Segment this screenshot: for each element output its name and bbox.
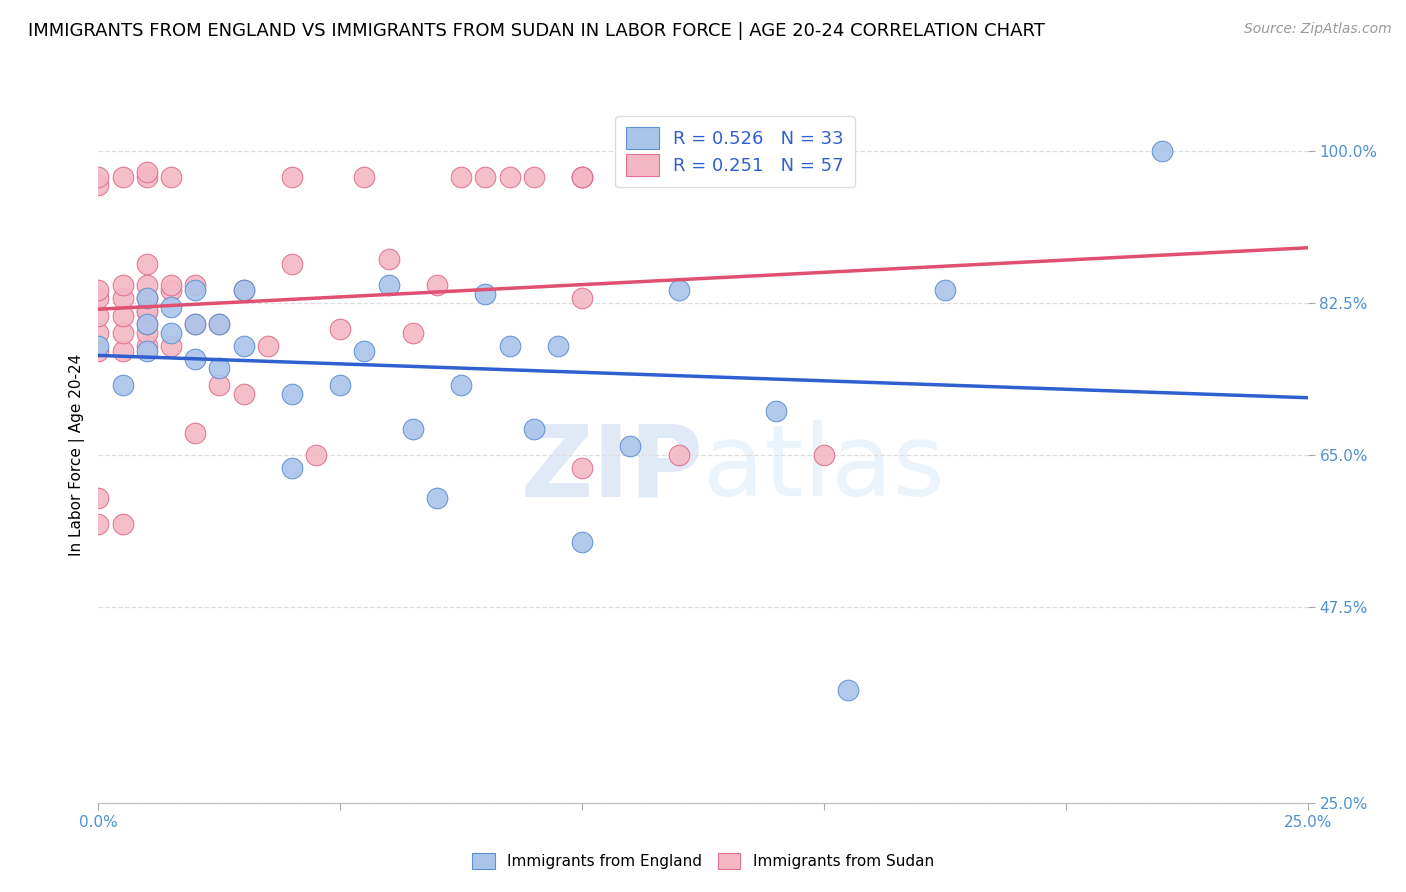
Point: [184, 283, 207, 297]
Point: [619, 439, 641, 453]
Point: [111, 326, 134, 340]
Point: [353, 169, 375, 184]
Point: [813, 448, 835, 462]
Point: [160, 169, 183, 184]
Point: [668, 283, 690, 297]
Point: [160, 300, 183, 314]
Point: [353, 343, 375, 358]
Point: [135, 339, 157, 353]
Point: [281, 387, 304, 401]
Point: [571, 169, 593, 184]
Point: [450, 169, 472, 184]
Text: Source: ZipAtlas.com: Source: ZipAtlas.com: [1244, 22, 1392, 37]
Point: [160, 283, 183, 297]
Point: [87, 283, 110, 297]
Point: [135, 291, 157, 305]
Point: [135, 304, 157, 318]
Point: [135, 326, 157, 340]
Point: [87, 343, 110, 358]
Point: [668, 448, 690, 462]
Text: ZIP: ZIP: [520, 420, 703, 517]
Point: [523, 169, 546, 184]
Point: [281, 169, 304, 184]
Point: [111, 169, 134, 184]
Point: [402, 422, 425, 436]
Point: [934, 283, 956, 297]
Point: [135, 291, 157, 305]
Point: [450, 378, 472, 392]
Point: [281, 461, 304, 475]
Point: [160, 326, 183, 340]
Point: [87, 169, 110, 184]
Point: [1152, 144, 1174, 158]
Point: [87, 309, 110, 323]
Point: [135, 257, 157, 271]
Point: [256, 339, 278, 353]
Point: [135, 318, 157, 332]
Point: [329, 322, 352, 336]
Point: [184, 278, 207, 293]
Point: [765, 404, 787, 418]
Point: [111, 309, 134, 323]
Y-axis label: In Labor Force | Age 20-24: In Labor Force | Age 20-24: [69, 354, 84, 556]
Point: [87, 517, 110, 532]
Point: [184, 318, 207, 332]
Point: [377, 252, 399, 267]
Point: [571, 169, 593, 184]
Point: [208, 318, 231, 332]
Point: [160, 278, 183, 293]
Point: [135, 304, 157, 318]
Point: [135, 318, 157, 332]
Text: IMMIGRANTS FROM ENGLAND VS IMMIGRANTS FROM SUDAN IN LABOR FORCE | AGE 20-24 CORR: IMMIGRANTS FROM ENGLAND VS IMMIGRANTS FR…: [28, 22, 1045, 40]
Point: [160, 339, 183, 353]
Text: atlas: atlas: [703, 420, 945, 517]
Point: [111, 291, 134, 305]
Point: [87, 326, 110, 340]
Point: [184, 352, 207, 367]
Point: [87, 491, 110, 506]
Point: [547, 339, 569, 353]
Point: [135, 343, 157, 358]
Point: [111, 378, 134, 392]
Point: [111, 278, 134, 293]
Point: [571, 169, 593, 184]
Point: [232, 387, 254, 401]
Legend: Immigrants from England, Immigrants from Sudan: Immigrants from England, Immigrants from…: [465, 847, 941, 875]
Point: [281, 257, 304, 271]
Point: [474, 169, 496, 184]
Point: [135, 278, 157, 293]
Point: [184, 426, 207, 441]
Point: [474, 287, 496, 301]
Point: [402, 326, 425, 340]
Point: [208, 360, 231, 375]
Point: [232, 283, 254, 297]
Point: [305, 448, 328, 462]
Point: [208, 318, 231, 332]
Point: [87, 339, 110, 353]
Point: [377, 278, 399, 293]
Point: [111, 517, 134, 532]
Point: [329, 378, 352, 392]
Point: [498, 169, 520, 184]
Point: [135, 165, 157, 179]
Point: [498, 339, 520, 353]
Point: [135, 169, 157, 184]
Point: [232, 339, 254, 353]
Point: [426, 278, 449, 293]
Point: [426, 491, 449, 506]
Point: [571, 291, 593, 305]
Point: [571, 534, 593, 549]
Point: [523, 422, 546, 436]
Point: [837, 682, 859, 697]
Point: [111, 343, 134, 358]
Point: [232, 283, 254, 297]
Point: [184, 318, 207, 332]
Legend: R = 0.526   N = 33, R = 0.251   N = 57: R = 0.526 N = 33, R = 0.251 N = 57: [616, 116, 855, 187]
Point: [87, 291, 110, 305]
Point: [571, 461, 593, 475]
Point: [87, 178, 110, 193]
Point: [208, 378, 231, 392]
